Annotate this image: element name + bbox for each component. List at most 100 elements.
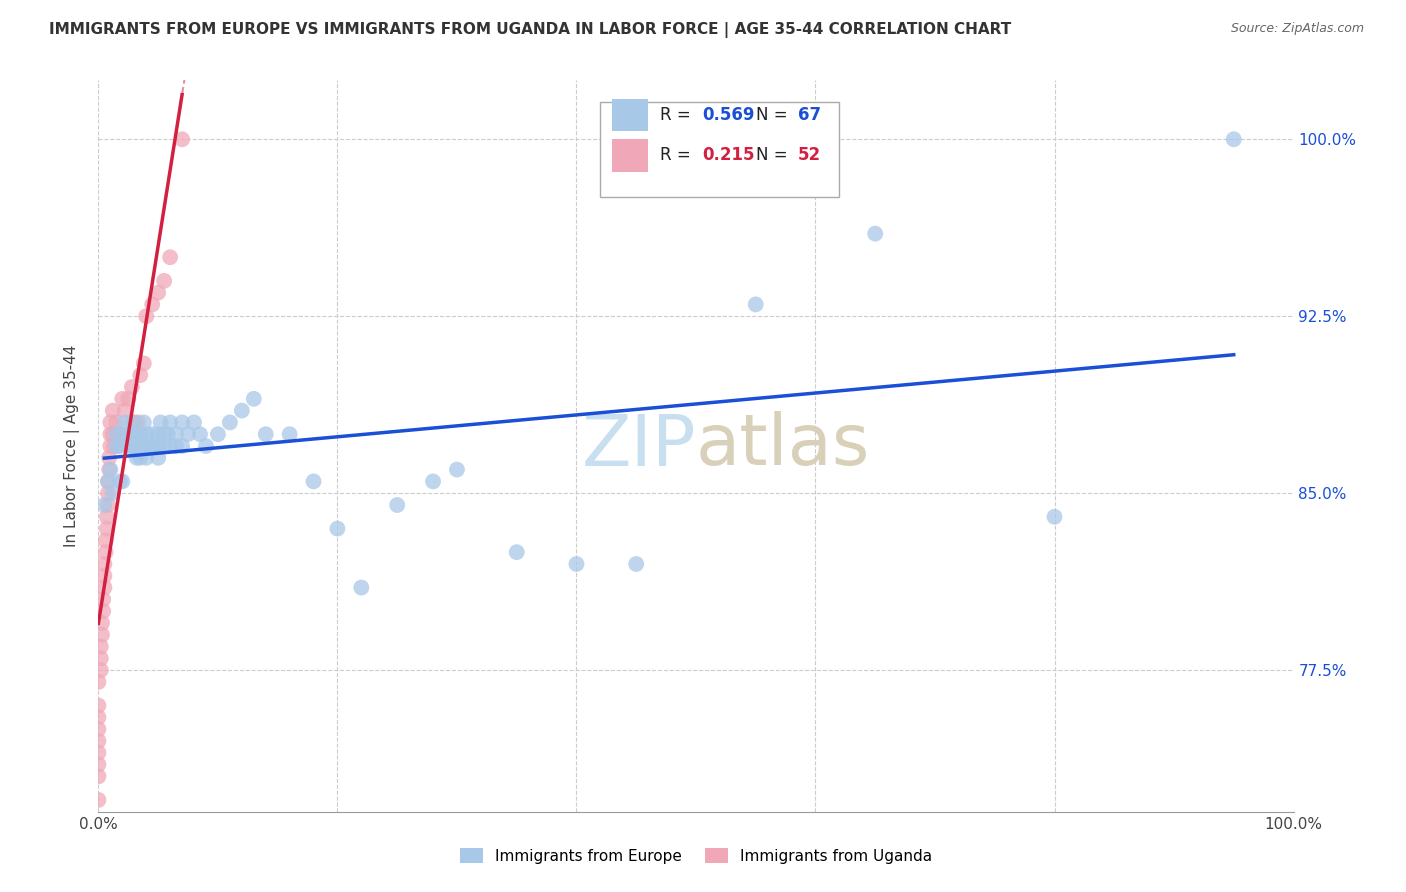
Point [114,416,136,430]
Point [219,416,242,430]
Point [96,509,118,524]
Point [148,439,170,453]
Text: 0.569: 0.569 [702,106,755,124]
Point [103,439,125,453]
Y-axis label: In Labor Force | Age 35-44: In Labor Force | Age 35-44 [63,345,80,547]
Point [121,439,143,453]
Point [108,439,131,453]
Point [135,450,157,465]
Point [105,427,128,442]
Point [302,475,325,489]
Point [172,439,194,453]
Point [97,486,120,500]
Point [87,722,110,736]
Point [145,439,167,453]
Point [132,416,155,430]
Legend: Immigrants from Europe, Immigrants from Uganda: Immigrants from Europe, Immigrants from … [454,842,938,870]
Point [87,746,110,760]
FancyBboxPatch shape [613,139,648,171]
Point [114,403,136,417]
Point [1223,132,1246,146]
Point [183,416,205,430]
Point [93,581,115,595]
Point [91,628,114,642]
Point [254,427,277,442]
Point [105,439,128,453]
Point [101,486,124,500]
Point [165,439,187,453]
Point [124,416,146,430]
Point [93,498,115,512]
Point [98,462,122,476]
Point [87,675,110,690]
Point [159,416,181,430]
Point [125,427,148,442]
Point [98,462,121,476]
Point [1043,509,1066,524]
Point [87,793,110,807]
Point [87,698,110,713]
Point [111,475,134,489]
Point [132,356,155,370]
Point [243,392,266,406]
FancyBboxPatch shape [613,99,648,131]
Point [90,651,112,665]
Point [125,450,148,465]
Point [129,439,152,453]
Point [172,132,194,146]
Point [91,592,114,607]
Point [195,439,218,453]
Point [87,734,110,748]
Point [129,427,152,442]
Point [117,439,139,453]
Point [93,568,115,582]
Point [98,416,122,430]
Point [506,545,529,559]
Text: Source: ZipAtlas.com: Source: ZipAtlas.com [1230,22,1364,36]
Point [385,498,409,512]
Point [127,416,149,430]
Point [177,427,200,442]
Point [129,450,152,465]
Point [129,368,152,383]
Point [91,604,114,618]
Point [148,285,170,300]
Point [105,416,128,430]
Point [96,522,118,536]
Point [105,427,128,442]
Point [138,439,160,453]
Point [188,427,211,442]
Point [124,427,146,442]
Point [350,581,373,595]
Point [93,557,115,571]
Point [101,403,124,417]
Point [865,227,887,241]
Point [165,427,187,442]
Point [121,380,143,394]
Point [156,427,179,442]
Point [135,427,157,442]
Point [172,416,194,430]
Point [149,416,172,430]
FancyBboxPatch shape [600,103,839,197]
Point [87,710,110,724]
Point [132,439,155,453]
Point [98,450,121,465]
Point [91,615,114,630]
Point [101,427,124,442]
Text: IMMIGRANTS FROM EUROPE VS IMMIGRANTS FROM UGANDA IN LABOR FORCE | AGE 35-44 CORR: IMMIGRANTS FROM EUROPE VS IMMIGRANTS FRO… [49,22,1011,38]
Point [111,392,134,406]
Text: 52: 52 [797,146,821,164]
Point [446,462,468,476]
Text: N =: N = [756,106,793,124]
Point [141,439,163,453]
Point [422,475,444,489]
Point [626,557,648,571]
Point [745,297,768,311]
Point [94,533,117,548]
Point [135,310,157,324]
Point [90,640,112,654]
Point [97,475,120,489]
Text: 67: 67 [797,106,821,124]
Point [159,439,181,453]
